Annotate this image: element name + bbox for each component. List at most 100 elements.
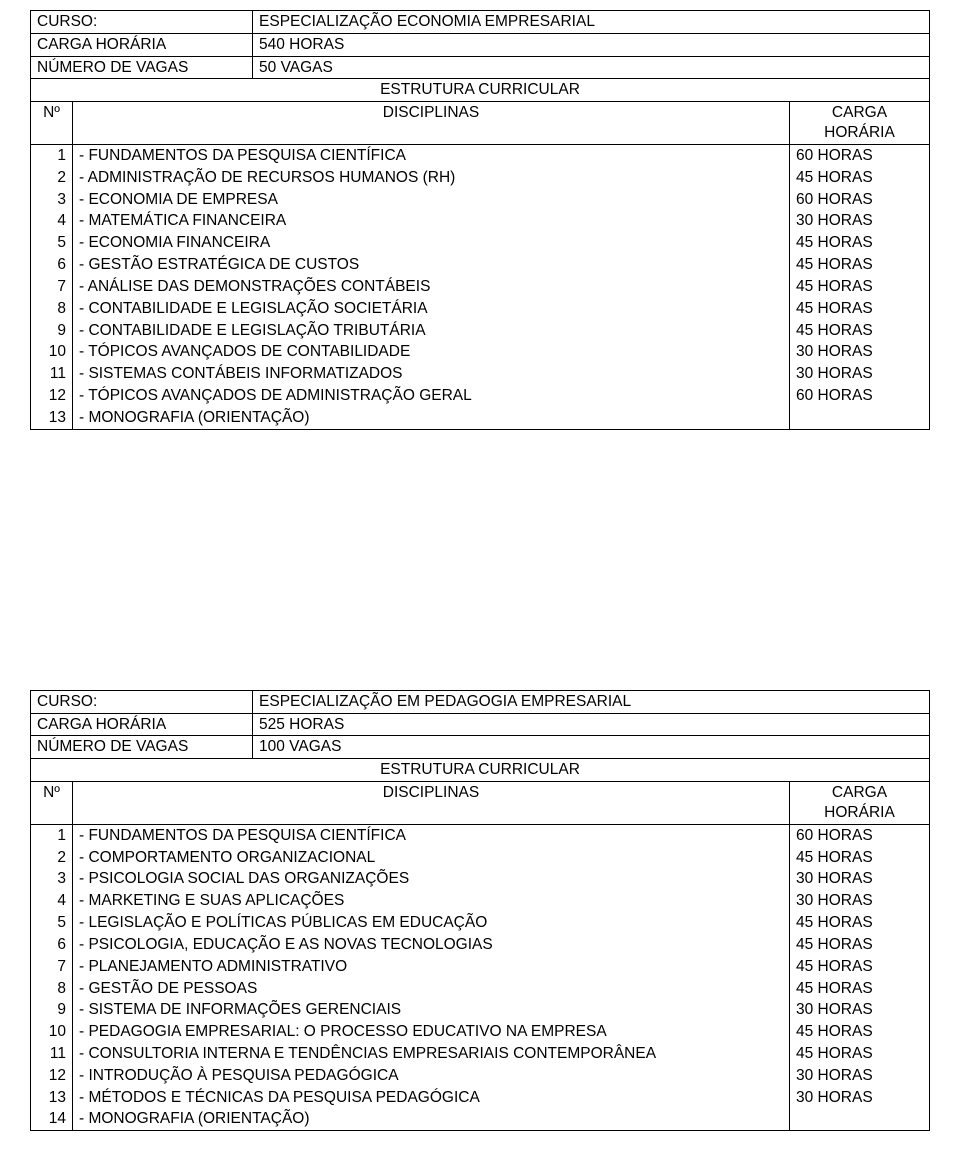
col-disc-header: DISCIPLINAS xyxy=(73,782,790,825)
cell-discipline: - GESTÃO ESTRATÉGICA DE CUSTOS xyxy=(73,254,790,276)
cell-n: 3 xyxy=(31,868,73,890)
table-row: 14- MONOGRAFIA (ORIENTAÇÃO) xyxy=(31,1108,930,1130)
table-row: 8- GESTÃO DE PESSOAS45 HORAS xyxy=(31,978,930,1000)
course2-row-estrutura: ESTRUTURA CURRICULAR xyxy=(31,759,930,782)
table-row: 4- MATEMÁTICA FINANCEIRA30 HORAS xyxy=(31,210,930,232)
cell-discipline: - ECONOMIA FINANCEIRA xyxy=(73,232,790,254)
cell-n: 4 xyxy=(31,210,73,232)
cell-discipline: - MATEMÁTICA FINANCEIRA xyxy=(73,210,790,232)
table-row: 7- PLANEJAMENTO ADMINISTRATIVO45 HORAS xyxy=(31,956,930,978)
cell-n: 1 xyxy=(31,824,73,846)
cell-hours xyxy=(789,407,929,429)
cell-n: 14 xyxy=(31,1108,73,1130)
cell-discipline: - ADMINISTRAÇÃO DE RECURSOS HUMANOS (RH) xyxy=(73,167,790,189)
col-n-header: Nº xyxy=(31,102,73,145)
cell-discipline: - MONOGRAFIA (ORIENTAÇÃO) xyxy=(73,407,790,429)
cell-discipline: - SISTEMAS CONTÁBEIS INFORMATIZADOS xyxy=(73,363,790,385)
label-vagas: NÚMERO DE VAGAS xyxy=(31,736,253,759)
cell-discipline: - ECONOMIA DE EMPRESA xyxy=(73,189,790,211)
cell-hours: 60 HORAS xyxy=(789,144,929,166)
cell-n: 9 xyxy=(31,320,73,342)
table-row: 3- ECONOMIA DE EMPRESA60 HORAS xyxy=(31,189,930,211)
cell-hours: 30 HORAS xyxy=(789,210,929,232)
course2-row-carga: CARGA HORÁRIA 525 HORAS xyxy=(31,713,930,736)
label-estrutura: ESTRUTURA CURRICULAR xyxy=(31,759,930,782)
table-row: 12- INTRODUÇÃO À PESQUISA PEDAGÓGICA30 H… xyxy=(31,1065,930,1087)
label-carga: CARGA HORÁRIA xyxy=(31,33,253,56)
table-row: 5- ECONOMIA FINANCEIRA45 HORAS xyxy=(31,232,930,254)
table-row: 9- SISTEMA DE INFORMAÇÕES GERENCIAIS30 H… xyxy=(31,999,930,1021)
table-row: 4- MARKETING E SUAS APLICAÇÕES30 HORAS xyxy=(31,890,930,912)
label-curso: CURSO: xyxy=(31,690,253,713)
table-row: 1- FUNDAMENTOS DA PESQUISA CIENTÍFICA60 … xyxy=(31,144,930,166)
cell-hours: 45 HORAS xyxy=(789,1021,929,1043)
col-carga-header: CARGA HORÁRIA xyxy=(789,102,929,145)
course1-row-vagas: NÚMERO DE VAGAS 50 VAGAS xyxy=(31,56,930,79)
page: CURSO: ESPECIALIZAÇÃO ECONOMIA EMPRESARI… xyxy=(0,0,960,1151)
col-carga-header: CARGA HORÁRIA xyxy=(789,782,929,825)
table-row: 1- FUNDAMENTOS DA PESQUISA CIENTÍFICA60 … xyxy=(31,824,930,846)
cell-hours: 45 HORAS xyxy=(789,276,929,298)
cell-hours: 30 HORAS xyxy=(789,868,929,890)
cell-discipline: - PSICOLOGIA SOCIAL DAS ORGANIZAÇÕES xyxy=(73,868,790,890)
cell-hours: 45 HORAS xyxy=(789,934,929,956)
cell-discipline: - CONSULTORIA INTERNA E TENDÊNCIAS EMPRE… xyxy=(73,1043,790,1065)
cell-discipline: - LEGISLAÇÃO E POLÍTICAS PÚBLICAS EM EDU… xyxy=(73,912,790,934)
cell-n: 12 xyxy=(31,1065,73,1087)
cell-n: 2 xyxy=(31,167,73,189)
cell-discipline: - ANÁLISE DAS DEMONSTRAÇÕES CONTÁBEIS xyxy=(73,276,790,298)
cell-hours: 45 HORAS xyxy=(789,956,929,978)
cell-n: 13 xyxy=(31,1087,73,1109)
table-row: 8- CONTABILIDADE E LEGISLAÇÃO SOCIETÁRIA… xyxy=(31,298,930,320)
cell-discipline: - COMPORTAMENTO ORGANIZACIONAL xyxy=(73,847,790,869)
cell-hours: 45 HORAS xyxy=(789,912,929,934)
table-row: 12- TÓPICOS AVANÇADOS DE ADMINISTRAÇÃO G… xyxy=(31,385,930,407)
table-row: 13- MONOGRAFIA (ORIENTAÇÃO) xyxy=(31,407,930,429)
table-row: 3- PSICOLOGIA SOCIAL DAS ORGANIZAÇÕES30 … xyxy=(31,868,930,890)
table-row: 11- CONSULTORIA INTERNA E TENDÊNCIAS EMP… xyxy=(31,1043,930,1065)
value-vagas: 50 VAGAS xyxy=(253,56,930,79)
cell-hours: 45 HORAS xyxy=(789,978,929,1000)
cell-discipline: - MÉTODOS E TÉCNICAS DA PESQUISA PEDAGÓG… xyxy=(73,1087,790,1109)
cell-hours: 60 HORAS xyxy=(789,824,929,846)
table-row: 10- PEDAGOGIA EMPRESARIAL: O PROCESSO ED… xyxy=(31,1021,930,1043)
table-row: 2- COMPORTAMENTO ORGANIZACIONAL45 HORAS xyxy=(31,847,930,869)
table-row: 6- GESTÃO ESTRATÉGICA DE CUSTOS45 HORAS xyxy=(31,254,930,276)
cell-n: 6 xyxy=(31,254,73,276)
cell-discipline: - CONTABILIDADE E LEGISLAÇÃO SOCIETÁRIA xyxy=(73,298,790,320)
label-estrutura: ESTRUTURA CURRICULAR xyxy=(31,79,930,102)
col-carga-l1: CARGA xyxy=(832,784,887,801)
cell-discipline: - PSICOLOGIA, EDUCAÇÃO E AS NOVAS TECNOL… xyxy=(73,934,790,956)
table-row: 10- TÓPICOS AVANÇADOS DE CONTABILIDADE30… xyxy=(31,341,930,363)
cell-n: 8 xyxy=(31,298,73,320)
value-curso: ESPECIALIZAÇÃO ECONOMIA EMPRESARIAL xyxy=(253,11,930,34)
course2-body: 1- FUNDAMENTOS DA PESQUISA CIENTÍFICA60 … xyxy=(31,824,930,1131)
cell-n: 5 xyxy=(31,232,73,254)
cell-n: 10 xyxy=(31,1021,73,1043)
course1-table: CURSO: ESPECIALIZAÇÃO ECONOMIA EMPRESARI… xyxy=(30,10,930,430)
table-row: 6- PSICOLOGIA, EDUCAÇÃO E AS NOVAS TECNO… xyxy=(31,934,930,956)
value-carga: 525 HORAS xyxy=(253,713,930,736)
col-carga-l2: HORÁRIA xyxy=(824,804,895,821)
cell-hours: 45 HORAS xyxy=(789,298,929,320)
cell-n: 11 xyxy=(31,1043,73,1065)
cell-n: 10 xyxy=(31,341,73,363)
label-carga: CARGA HORÁRIA xyxy=(31,713,253,736)
cell-discipline: - CONTABILIDADE E LEGISLAÇÃO TRIBUTÁRIA xyxy=(73,320,790,342)
table-row: 2- ADMINISTRAÇÃO DE RECURSOS HUMANOS (RH… xyxy=(31,167,930,189)
cell-hours: 45 HORAS xyxy=(789,167,929,189)
cell-n: 1 xyxy=(31,144,73,166)
cell-hours: 30 HORAS xyxy=(789,999,929,1021)
course1-row-curso: CURSO: ESPECIALIZAÇÃO ECONOMIA EMPRESARI… xyxy=(31,11,930,34)
cell-discipline: - MONOGRAFIA (ORIENTAÇÃO) xyxy=(73,1108,790,1130)
cell-n: 6 xyxy=(31,934,73,956)
value-curso: ESPECIALIZAÇÃO EM PEDAGOGIA EMPRESARIAL xyxy=(253,690,930,713)
label-curso: CURSO: xyxy=(31,11,253,34)
cell-discipline: - PLANEJAMENTO ADMINISTRATIVO xyxy=(73,956,790,978)
course2-row-vagas: NÚMERO DE VAGAS 100 VAGAS xyxy=(31,736,930,759)
cell-discipline: - TÓPICOS AVANÇADOS DE ADMINISTRAÇÃO GER… xyxy=(73,385,790,407)
cell-n: 4 xyxy=(31,890,73,912)
cell-hours: 45 HORAS xyxy=(789,232,929,254)
course1-body: 1- FUNDAMENTOS DA PESQUISA CIENTÍFICA60 … xyxy=(31,144,930,429)
table-gap xyxy=(30,430,930,690)
